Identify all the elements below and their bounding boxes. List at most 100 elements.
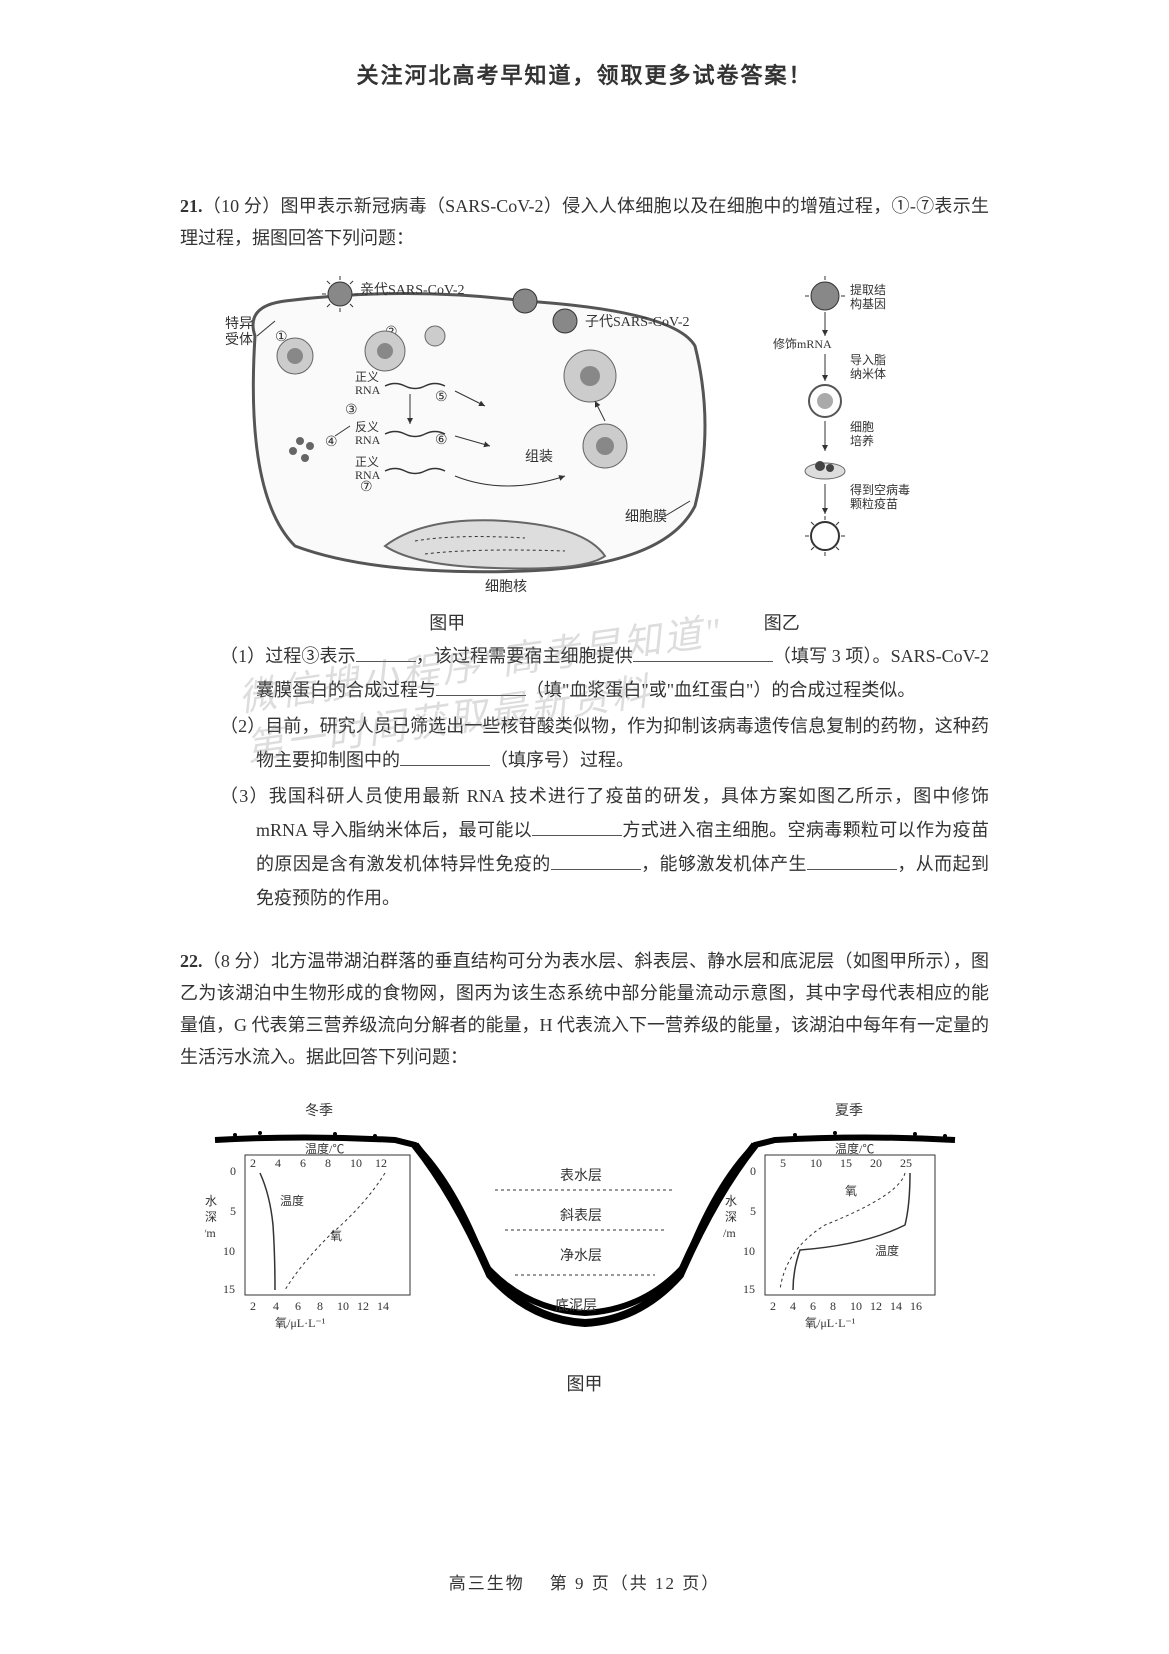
virus-in-progeny	[596, 437, 614, 455]
svg-text:5: 5	[230, 1204, 236, 1218]
q21-subquestions: （1）过程③表示，该过程需要宿主细胞提供（填写 3 项）。SARS-CoV-2 …	[180, 639, 989, 915]
q21-sub3: （3）我国科研人员使用最新 RNA 技术进行了疫苗的研发，具体方案如图乙所示，图…	[220, 779, 989, 915]
svg-text:修饰mRNA: 修饰mRNA	[773, 336, 832, 351]
svg-text:4: 4	[790, 1299, 796, 1313]
winter-chart: 温度/℃ 2 4 6 8 10 12 0 5 10 15 水 深 /m	[205, 1141, 410, 1330]
svg-text:10: 10	[350, 1156, 362, 1170]
svg-text:10: 10	[743, 1244, 755, 1258]
svg-text:12: 12	[375, 1156, 387, 1170]
q21-sub1: （1）过程③表示，该过程需要宿主细胞提供（填写 3 项）。SARS-CoV-2 …	[220, 639, 989, 707]
svg-text:20: 20	[870, 1156, 882, 1170]
blank	[356, 642, 416, 662]
virus-exit	[580, 366, 600, 386]
blank	[807, 850, 897, 870]
svg-text:12: 12	[870, 1299, 882, 1313]
svg-text:5: 5	[750, 1204, 756, 1218]
svg-text:细胞: 细胞	[850, 420, 874, 434]
sense-rna1-label2: RNA	[355, 383, 381, 397]
svg-text:0: 0	[750, 1164, 756, 1178]
svg-text:6: 6	[810, 1299, 816, 1313]
q21-points: （10 分）	[203, 196, 281, 216]
nucleus-label: 细胞核	[485, 579, 527, 595]
svg-text:氧/μL·L⁻¹: 氧/μL·L⁻¹	[275, 1316, 326, 1330]
vesicle-small	[425, 326, 445, 346]
svg-text:6: 6	[300, 1156, 306, 1170]
svg-text:2: 2	[250, 1156, 256, 1170]
svg-text:2: 2	[250, 1299, 256, 1313]
svg-text:水: 水	[205, 1194, 217, 1208]
virus-in-vesicle-1	[287, 348, 303, 364]
caption-yi: 图乙	[764, 609, 800, 635]
svg-text:5: 5	[780, 1156, 786, 1170]
caption-jia: 图甲	[429, 609, 465, 635]
sense-rna1-label: 正义	[355, 370, 379, 384]
svg-text:颗粒疫苗: 颗粒疫苗	[850, 496, 898, 511]
q21-number: 21.	[180, 196, 203, 216]
svg-text:氧: 氧	[845, 1184, 857, 1198]
svg-text:4: 4	[273, 1299, 279, 1313]
q21-intro: 21.（10 分）图甲表示新冠病毒（SARS-CoV-2）侵入人体细胞以及在细胞…	[180, 190, 989, 254]
antisense-rna-label: 反义	[355, 420, 379, 434]
svg-text:12: 12	[357, 1299, 369, 1313]
q22-intro: 22.（8 分）北方温带湖泊群落的垂直结构可分为表水层、斜表层、静水层和底泥层（…	[180, 945, 989, 1073]
svg-text:10: 10	[810, 1156, 822, 1170]
q21-diagram: 细胞核 亲代SARS-CoV-2 特异 受体 ①	[180, 266, 989, 635]
assembly-label: 组装	[525, 449, 553, 465]
question-21: 21.（10 分）图甲表示新冠病毒（SARS-CoV-2）侵入人体细胞以及在细胞…	[180, 190, 989, 915]
svg-text:14: 14	[890, 1299, 902, 1313]
blank	[551, 850, 641, 870]
svg-text:10: 10	[850, 1299, 862, 1313]
svg-text:15: 15	[743, 1282, 755, 1296]
progeny-virus-2	[553, 309, 577, 333]
svg-text:温度/℃: 温度/℃	[305, 1141, 344, 1156]
svg-text:/m: /m	[723, 1226, 736, 1240]
circle-7: ⑦	[360, 480, 373, 495]
footer-subject: 高三生物	[449, 1574, 525, 1593]
q21-sub2: （2）目前，研究人员已筛选出一些核苷酸类似物，作为抑制该病毒遗传信息复制的药物，…	[220, 709, 989, 777]
svg-text:10: 10	[337, 1299, 349, 1313]
svg-text:10: 10	[223, 1244, 235, 1258]
diagram-yi-flow: 提取结 构基因 修饰mRNA 导入脂 纳米体 细胞 培养 得到空病毒	[773, 276, 910, 556]
svg-text:氧: 氧	[330, 1229, 342, 1243]
sense-rna2-label: 正义	[355, 455, 379, 469]
parent-virus-label: 亲代SARS-CoV-2	[360, 282, 465, 298]
svg-text:2: 2	[770, 1299, 776, 1313]
page-header: 关注河北高考早知道，领取更多试卷答案！	[0, 0, 1169, 90]
circle-5: ⑤	[435, 390, 448, 405]
q22-points: （8 分）	[203, 951, 271, 971]
circle-4: ④	[325, 435, 338, 450]
svg-text:培养: 培养	[850, 433, 874, 448]
svg-text:氧/μL·L⁻¹: 氧/μL·L⁻¹	[805, 1316, 856, 1330]
blank	[400, 746, 490, 766]
layer-2: 斜表层	[560, 1208, 602, 1224]
summer-chart: 温度/℃ 5 10 15 20 25 0 5 10 15 水 深 /m 氧	[723, 1141, 935, 1330]
page-footer: 高三生物 第 9 页（共 12 页）	[0, 1569, 1169, 1594]
virus-in-vesicle-2	[377, 343, 393, 359]
receptor-label-2: 受体	[225, 332, 253, 348]
svg-text:导入脂: 导入脂	[850, 352, 886, 367]
content-area: 21.（10 分）图甲表示新冠病毒（SARS-CoV-2）侵入人体细胞以及在细胞…	[0, 90, 1169, 1396]
progeny-virus-1	[513, 289, 537, 313]
receptor-label-1: 特异	[225, 316, 253, 332]
svg-text:15: 15	[223, 1282, 235, 1296]
svg-text:水: 水	[725, 1194, 737, 1208]
svg-text:6: 6	[295, 1299, 301, 1313]
svg-text:温度/℃: 温度/℃	[835, 1141, 874, 1156]
progeny-virus-label: 子代SARS-CoV-2	[585, 314, 690, 330]
blank	[436, 676, 526, 696]
svg-text:4: 4	[275, 1156, 281, 1170]
svg-text:8: 8	[325, 1156, 331, 1170]
svg-text:14: 14	[377, 1299, 389, 1313]
footer-page: 第 9 页（共 12 页）	[550, 1574, 721, 1593]
membrane-label: 细胞膜	[625, 509, 667, 525]
svg-text:25: 25	[900, 1156, 912, 1170]
svg-text:提取结: 提取结	[850, 282, 886, 297]
svg-text:/m: /m	[205, 1226, 216, 1240]
svg-text:0: 0	[230, 1164, 236, 1178]
q22-diagram: 冬季 夏季 表水层 斜表层 净水层 底泥层 温度/℃ 2 4 6	[180, 1085, 989, 1396]
svg-text:8: 8	[317, 1299, 323, 1313]
sense-rna2-label2: RNA	[355, 468, 381, 482]
svg-text:温度: 温度	[280, 1193, 304, 1208]
svg-text:16: 16	[910, 1299, 922, 1313]
blank	[633, 642, 773, 662]
